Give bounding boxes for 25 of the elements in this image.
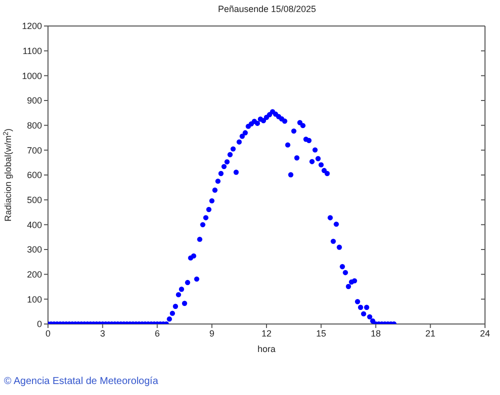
text: © Agencia Estatal de Meteorología: [4, 376, 158, 387]
x-tick-label: 3: [100, 328, 106, 338]
x-axis-title: hora: [257, 344, 276, 354]
y-tick-label: 800: [26, 120, 42, 131]
y-tick-label: 100: [26, 294, 42, 304]
chart-title: Peñausende 15/08/2025: [216, 4, 318, 14]
y-tick-label: 500: [26, 195, 42, 206]
y-tick-label: 1000: [22, 70, 42, 81]
y-tick-label: 0: [36, 319, 42, 330]
x-tick-label: 15: [316, 328, 326, 338]
x-tick-label: 6: [154, 328, 160, 338]
y-tick-label: 400: [26, 220, 42, 230]
y-tick-label: 300: [26, 244, 42, 255]
x-tick-label: 24: [480, 328, 490, 338]
x-tick-label: 0: [45, 328, 51, 338]
y-tick-label: 1100: [22, 46, 42, 56]
y-tick-label: 900: [26, 96, 42, 106]
x-tick-label: 9: [209, 328, 214, 338]
y-tick-label: 1200: [22, 21, 42, 32]
x-tick-label: 21: [425, 328, 436, 338]
x-tick-label: 12: [261, 328, 272, 338]
y-tick-label: 200: [26, 270, 42, 280]
x-tick-label: 18: [370, 328, 381, 338]
y-tick-label: 700: [26, 145, 42, 156]
y-tick-label: 600: [26, 170, 42, 180]
